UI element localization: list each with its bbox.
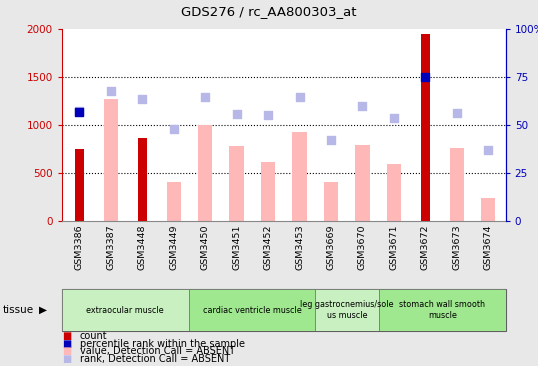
Text: GSM3673: GSM3673 [452, 225, 462, 270]
Bar [482, 198, 495, 221]
Bar [104, 100, 118, 221]
Point [138, 97, 146, 102]
Point [75, 108, 83, 114]
Bar [261, 162, 275, 221]
Point [358, 103, 367, 109]
Point [484, 147, 493, 153]
Text: GSM3451: GSM3451 [232, 225, 241, 270]
Point [201, 94, 209, 100]
Bar [356, 145, 370, 221]
Text: GSM3387: GSM3387 [106, 225, 115, 270]
Text: rank, Detection Call = ABSENT: rank, Detection Call = ABSENT [80, 354, 230, 364]
Bar [315, 289, 379, 331]
Point [421, 74, 430, 80]
Text: GSM3453: GSM3453 [295, 225, 304, 270]
Bar [138, 138, 146, 221]
Text: value, Detection Call = ABSENT: value, Detection Call = ABSENT [80, 347, 235, 356]
Bar [198, 125, 212, 221]
Text: ■: ■ [62, 347, 71, 356]
Text: ■: ■ [62, 339, 71, 349]
Text: percentile rank within the sample: percentile rank within the sample [80, 339, 245, 349]
Text: GSM3671: GSM3671 [390, 225, 399, 270]
Bar [75, 149, 83, 221]
Bar [324, 182, 338, 221]
Text: GSM3670: GSM3670 [358, 225, 367, 270]
Point [452, 110, 461, 116]
Text: cardiac ventricle muscle: cardiac ventricle muscle [203, 306, 301, 315]
Point [75, 109, 83, 115]
Point [295, 94, 304, 100]
Bar [230, 146, 244, 221]
Text: GDS276 / rc_AA800303_at: GDS276 / rc_AA800303_at [181, 5, 357, 19]
Text: GSM3672: GSM3672 [421, 225, 430, 270]
Point [169, 126, 178, 132]
Point [327, 137, 335, 143]
Text: GSM3452: GSM3452 [264, 225, 273, 270]
Bar [189, 289, 315, 331]
Text: leg gastrocnemius/sole
us muscle: leg gastrocnemius/sole us muscle [300, 300, 394, 320]
Text: GSM3448: GSM3448 [138, 225, 147, 270]
Bar [387, 164, 401, 221]
Point [232, 111, 241, 117]
Text: GSM3450: GSM3450 [201, 225, 210, 270]
Text: ■: ■ [62, 354, 71, 364]
Bar [62, 289, 189, 331]
Point [107, 88, 115, 94]
Text: GSM3674: GSM3674 [484, 225, 493, 270]
Bar [167, 182, 181, 221]
Text: GSM3449: GSM3449 [169, 225, 178, 270]
Bar [293, 132, 307, 221]
Point [264, 112, 272, 118]
Bar [450, 149, 464, 221]
Text: tissue: tissue [3, 305, 34, 315]
Bar [379, 289, 506, 331]
Text: GSM3669: GSM3669 [327, 225, 336, 270]
Bar [421, 34, 430, 221]
Text: ■: ■ [62, 331, 71, 341]
Point [390, 115, 398, 121]
Text: ▶: ▶ [39, 305, 47, 315]
Text: GSM3386: GSM3386 [75, 225, 84, 270]
Text: stomach wall smooth
muscle: stomach wall smooth muscle [399, 300, 485, 320]
Text: count: count [80, 331, 107, 341]
Text: extraocular muscle: extraocular muscle [87, 306, 164, 315]
